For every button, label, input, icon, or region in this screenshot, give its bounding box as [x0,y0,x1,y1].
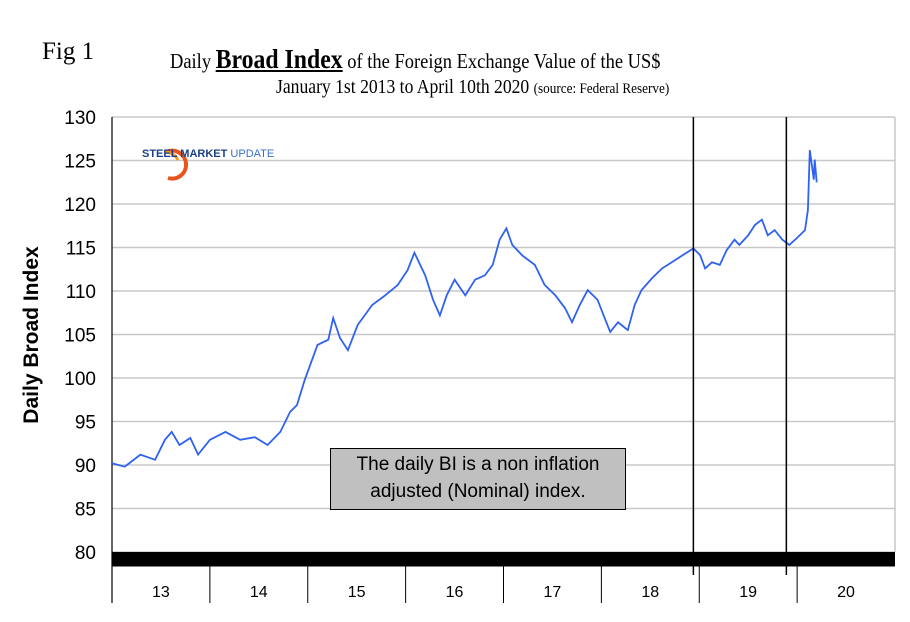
x-tick-label: 16 [446,584,464,601]
y-axis-label: Daily Broad Index [20,246,43,424]
x-tick-label: 18 [641,584,659,601]
chart-subtitle: January 1st 2013 to April 10th 2020 (sou… [276,76,669,99]
title-pre: Daily [170,49,216,73]
y-tick-label: 125 [64,152,96,173]
x-axis: 13 14 15 16 17 18 19 20 [111,117,895,603]
subtitle-text: January 1st 2013 to April 10th 2020 [276,76,530,98]
vertical-markers [692,117,788,575]
y-tick-label: 80 [75,543,96,564]
x-tick-label: 20 [837,584,855,601]
chart-title: Daily Broad Index of the Foreign Exchang… [170,44,661,75]
gridlines [112,116,896,553]
x-tick-label: 19 [739,584,757,601]
logo-swoosh-icon [165,148,189,181]
y-tick-label: 95 [75,413,96,434]
annotation-box: The daily BI is a non inflation adjusted… [330,448,626,510]
y-tick-label: 90 [75,456,96,477]
y-tick-label: 120 [64,195,96,216]
series-line [111,149,818,468]
x-tick-label: 14 [250,584,268,601]
y-tick-label: 85 [75,500,96,521]
figure-label: Fig 1 [42,38,95,65]
x-tick-label: 13 [152,584,170,601]
logo: STEEL MARKET UPDATE [142,148,274,160]
y-tick-label: 100 [64,369,96,390]
logo-text-a: STEEL MARKET [142,148,228,160]
y-tick-label: 130 [64,108,96,129]
y-tick-label: 115 [66,239,96,260]
baseline-bar [112,552,895,566]
y-tick-label: 110 [66,282,96,303]
title-post: of the Foreign Exchange Value of the US$ [342,49,661,73]
source-note: (source: Federal Reserve) [533,81,670,97]
x-tick-label: 15 [348,584,366,601]
y-tick-label: 105 [64,326,96,347]
y-tick-labels: 80 85 90 95 100 105 110 115 120 125 130 [64,108,96,564]
title-bold: Broad Index [215,44,343,74]
x-tick-label: 17 [544,584,562,601]
logo-text-b: UPDATE [230,148,275,160]
